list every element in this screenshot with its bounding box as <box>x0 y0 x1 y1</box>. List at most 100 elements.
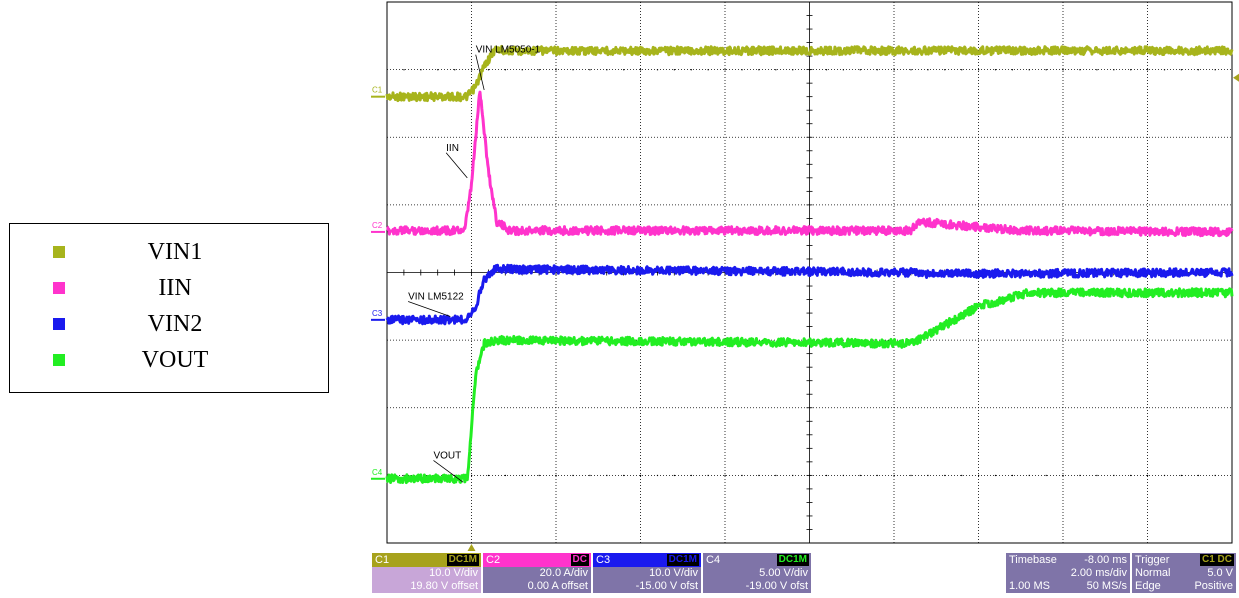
coupling-badge: DC1M <box>666 554 699 566</box>
grid-dot <box>420 69 422 71</box>
trigger-mode: Normal <box>1135 567 1171 579</box>
channel-marker-label: C2 <box>372 221 383 230</box>
grid-dot <box>504 69 506 71</box>
grid-dot <box>1079 69 1081 71</box>
grid-dot <box>572 69 574 71</box>
grid-dot <box>707 69 709 71</box>
grid-dot <box>454 474 456 477</box>
channel-panel-c1[interactable]: C1 DC1M 10.0 V/div 19.80 V offset <box>371 552 482 594</box>
grid-dot <box>1062 474 1064 477</box>
grid-dot <box>842 69 844 71</box>
grid-dot <box>910 69 912 71</box>
grid-dot <box>690 474 692 477</box>
legend-swatch-vin1 <box>53 246 65 258</box>
grid-dot <box>555 474 557 477</box>
channel-panel-c2[interactable]: C2 DC 20.0 A/div 0.00 A offset <box>482 552 592 594</box>
grid-dot <box>1079 474 1081 477</box>
grid-dot <box>758 69 760 71</box>
timebase-samples: 1.00 MS <box>1009 580 1050 592</box>
grid-dot <box>1062 69 1064 71</box>
grid-dot <box>656 474 659 477</box>
trigger-panel[interactable]: Trigger C1 DC Normal 5.0 V Edge Positive <box>1131 552 1237 594</box>
grid-dot <box>842 474 844 477</box>
grid-dot <box>437 69 439 71</box>
grid-dot <box>876 69 878 71</box>
timebase-panel[interactable]: Timebase -8.00 ms 2.00 ms/div 1.00 MS 50… <box>1005 552 1131 594</box>
grid-dot <box>741 474 743 477</box>
grid-dot <box>487 474 490 477</box>
legend-item-vin2: VIN2 <box>10 310 328 344</box>
channel-marker-c1: C1 <box>371 86 385 98</box>
grid-dot <box>1214 69 1216 71</box>
grid-dot <box>910 474 912 477</box>
annotation: IIN <box>445 143 468 179</box>
vertical-scale: 10.0 V/div <box>429 567 478 579</box>
grid-dot <box>792 69 794 71</box>
timebase-per-div: 2.00 ms/div <box>1070 567 1127 579</box>
grid-dot <box>1180 69 1182 71</box>
grid-dot <box>656 69 659 71</box>
grid-dot <box>741 69 743 71</box>
channel-marker-label: C4 <box>372 468 383 477</box>
grid-dot <box>521 69 523 71</box>
grid-dot <box>1180 474 1182 477</box>
trace-vin1 <box>385 44 1234 103</box>
timebase-rate: 50 MS/s <box>1086 580 1127 592</box>
grid-dot <box>961 474 963 477</box>
grid-dot <box>994 69 997 71</box>
vertical-offset: -19.00 V ofst <box>745 580 808 592</box>
vertical-offset: 19.80 V offset <box>410 580 478 592</box>
grid-dot <box>825 69 828 71</box>
vertical-scale: 20.0 A/div <box>539 567 588 579</box>
grid-dot <box>1045 69 1047 71</box>
annotation: VOUT <box>433 450 464 483</box>
grid-dot <box>1163 69 1166 71</box>
grid-dot <box>1130 69 1132 71</box>
panel-body: 5.00 V/div -19.00 V ofst <box>703 567 811 593</box>
panel-body: 10.0 V/div 19.80 V offset <box>372 567 481 593</box>
grid-dot <box>1197 69 1199 71</box>
grid-dot <box>927 69 929 71</box>
trace-vout <box>385 287 1234 485</box>
grid-dot <box>809 69 811 71</box>
vertical-offset: -15.00 V ofst <box>635 580 698 592</box>
annotation-label: VOUT <box>433 450 461 461</box>
channel-panel-c3[interactable]: C3 DC1M 10.0 V/div -15.00 V ofst <box>592 552 702 594</box>
channel-marker-c3: C3 <box>371 309 385 321</box>
legend-label-vout: VOUT <box>141 347 209 373</box>
grid-dot <box>606 69 608 71</box>
vertical-offset: 0.00 A offset <box>527 580 588 592</box>
grid-dot <box>893 69 895 71</box>
channel-panel-c4[interactable]: C4 DC1M 5.00 V/div -19.00 V ofst <box>702 552 812 594</box>
vertical-scale: 10.0 V/div <box>649 567 698 579</box>
annotation-leader <box>445 152 468 179</box>
oscilloscope-display: VIN LM5050-1 IIN VIN LM5122 VOUT C1 C2 C3 C4 <box>371 1 1239 551</box>
grid-dot <box>504 474 506 477</box>
vertical-scale: 5.00 V/div <box>759 567 808 579</box>
panel-body: 20.0 A/div 0.00 A offset <box>483 567 591 593</box>
grid-dot <box>1113 69 1115 71</box>
grid-dot <box>623 69 625 71</box>
panel-header: C1 DC1M <box>372 553 481 567</box>
legend-swatch-vin2 <box>53 318 65 330</box>
legend-item-vout: VOUT <box>10 346 328 380</box>
grid-dot <box>1096 474 1098 477</box>
channel-marker-c4: C4 <box>371 468 385 480</box>
grid-dot <box>589 69 591 71</box>
panel-header: C4 DC1M <box>703 553 811 567</box>
trigger-slope: Positive <box>1194 580 1233 592</box>
trigger-level: 5.0 V <box>1207 567 1233 579</box>
grid-dot <box>775 474 777 477</box>
grid-dot <box>1163 474 1166 477</box>
grid-dot <box>944 474 946 477</box>
grid-dot <box>876 474 878 477</box>
grid-dot <box>1045 474 1047 477</box>
grid-dot <box>1214 474 1216 477</box>
grid-dot <box>978 69 980 71</box>
grid-dot <box>1028 69 1030 71</box>
grid-dot <box>944 69 946 71</box>
grid-dot <box>961 69 963 71</box>
grid-dot <box>606 474 608 477</box>
grid-dot <box>403 474 405 477</box>
channel-marker-label: C1 <box>372 86 383 95</box>
